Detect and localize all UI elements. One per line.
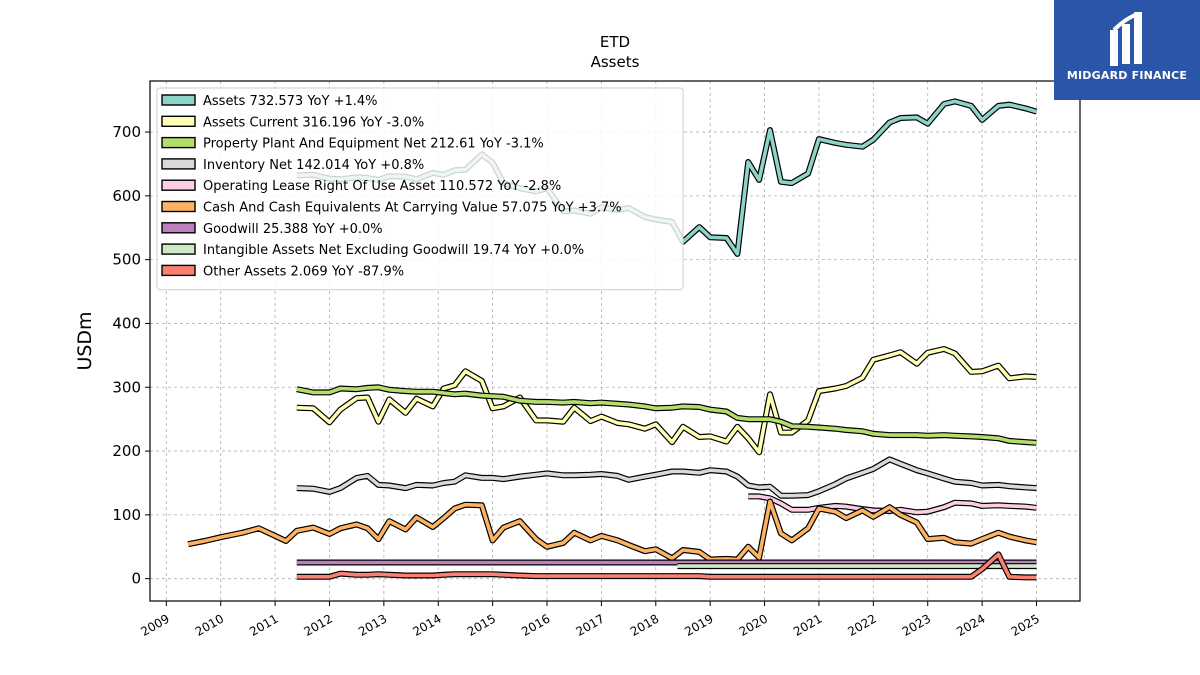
- brand-logo: MIDGARD FINANCE: [1054, 0, 1200, 100]
- y-tick-label: 200: [112, 442, 141, 460]
- chart-subtitle: Assets: [591, 53, 640, 71]
- y-axis-label: USDm: [74, 311, 96, 370]
- legend-entry-4: Operating Lease Right Of Use Asset 110.5…: [203, 179, 561, 194]
- legend-entry-5: Cash And Cash Equivalents At Carrying Va…: [203, 201, 622, 216]
- legend-swatch-8: [161, 264, 196, 277]
- legend-swatch-7: [161, 243, 196, 255]
- y-tick-label: 300: [112, 378, 141, 396]
- legend-swatch-2: [161, 136, 196, 149]
- series-line-5: [187, 499, 1037, 562]
- series-line-4: [748, 494, 1037, 515]
- legend-entry-6: Goodwill 25.388 YoY +0.0%: [203, 222, 383, 237]
- y-tick-label: 100: [112, 506, 141, 524]
- legend-swatch-6: [161, 222, 196, 234]
- series-layer: [187, 98, 1038, 581]
- legend-entry-8: Other Assets 2.069 YoY -87.9%: [203, 264, 404, 279]
- y-tick-label: 700: [112, 123, 141, 141]
- legend-entry-1: Assets Current 316.196 YoY -3.0%: [203, 115, 424, 130]
- legend-entry-0: Assets 732.573 YoY +1.4%: [203, 94, 378, 109]
- series-line-8: [296, 552, 1037, 580]
- legend-box: [156, 87, 684, 291]
- y-tick-label: 600: [112, 187, 141, 205]
- y-tick-label: 500: [112, 251, 141, 269]
- series-line-1: [296, 347, 1037, 455]
- y-tick-label: 0: [131, 570, 141, 588]
- brand-name: MIDGARD FINANCE: [1066, 69, 1188, 82]
- legend: Assets 732.573 YoY +1.4% Assets Current 3…: [156, 87, 684, 291]
- legend-swatch-5: [161, 200, 196, 213]
- plot-frame: [149, 80, 1081, 602]
- legend-entry-3: Inventory Net 142.014 YoY +0.8%: [203, 158, 424, 173]
- y-tick-label: 400: [112, 314, 141, 332]
- brand-mark-icon: [1110, 12, 1142, 66]
- y-axis: 0 100 200 300 400 500 600 700: [112, 123, 150, 588]
- legend-entry-2: Property Plant And Equipment Net 212.61 …: [203, 137, 544, 152]
- legend-entry-7: Intangible Assets Net Excluding Goodwill…: [203, 243, 584, 258]
- legend-swatch-1: [161, 115, 196, 128]
- legend-swatch-3: [161, 158, 196, 170]
- series-line-2: [296, 385, 1037, 445]
- legend-swatch-0: [161, 94, 196, 106]
- series-line-3: [296, 457, 1037, 498]
- legend-swatch-4: [161, 179, 196, 191]
- chart-title: ETD: [600, 33, 630, 51]
